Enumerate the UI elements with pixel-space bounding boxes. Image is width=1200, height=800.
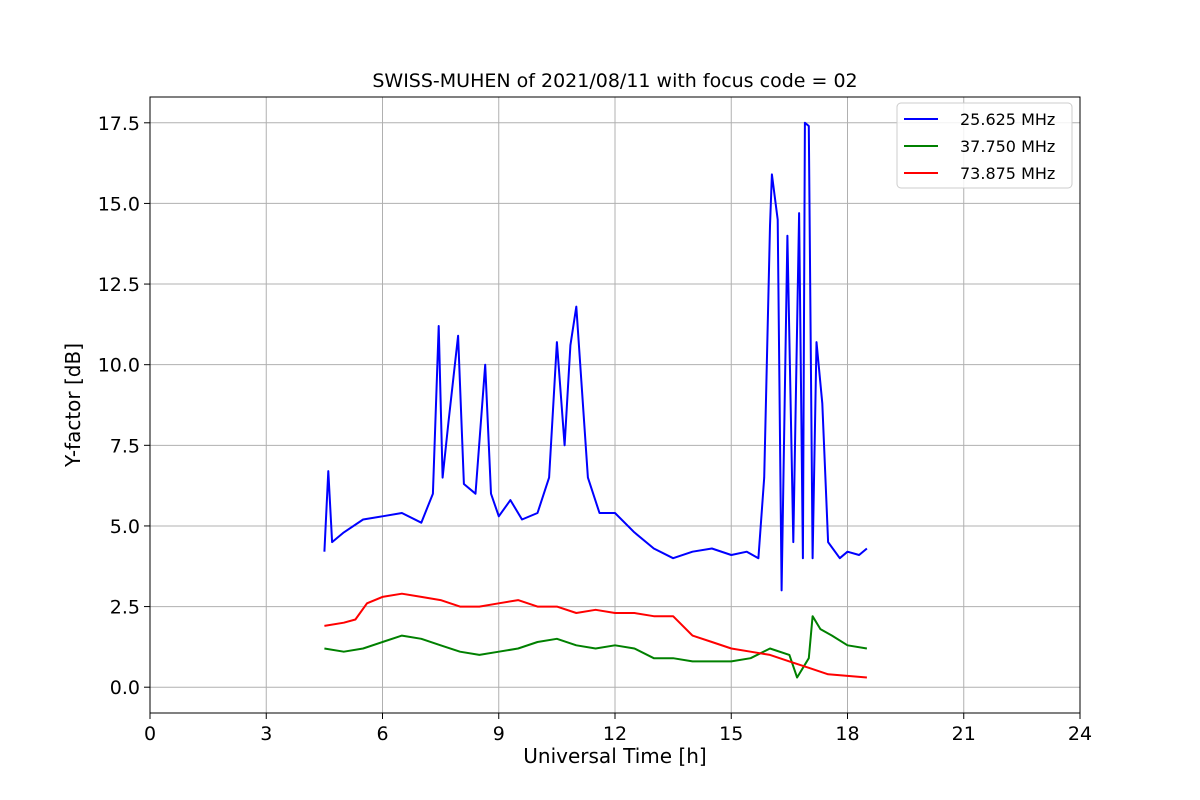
legend-label: 25.625 MHz (960, 110, 1055, 129)
legend: 25.625 MHz 37.750 MHz 73.875 MHz (896, 102, 1073, 189)
y-axis: 0.0 2.5 5.0 7.5 10.0 12.5 15.0 17.5 (98, 113, 150, 699)
series-line-2 (324, 615, 868, 679)
x-tick-label: 18 (835, 723, 859, 745)
legend-box (896, 102, 1073, 189)
y-tick-label: 10.0 (98, 355, 140, 377)
x-tick-label: 24 (1068, 723, 1092, 745)
chart-title: SWISS-MUHEN of 2021/08/11 with focus cod… (372, 70, 857, 92)
y-tick-label: 12.5 (98, 274, 140, 296)
plot-area (323, 121, 868, 679)
series-line-1 (323, 121, 868, 592)
x-tick-label: 15 (719, 723, 743, 745)
y-tick-label: 17.5 (98, 113, 140, 135)
y-tick-label: 7.5 (110, 435, 140, 457)
y-tick-label: 5.0 (110, 516, 140, 538)
y-axis-label: Y-factor [dB] (61, 343, 85, 468)
x-tick-label: 6 (376, 723, 388, 745)
y-tick-label: 0.0 (110, 677, 140, 699)
x-axis-label: Universal Time [h] (523, 744, 706, 768)
x-tick-label: 21 (952, 723, 976, 745)
y-tick-label: 15.0 (98, 193, 140, 215)
legend-label: 73.875 MHz (960, 164, 1055, 183)
series-line-3 (324, 592, 867, 679)
legend-label: 37.750 MHz (960, 137, 1055, 156)
y-tick-label: 2.5 (110, 597, 140, 619)
x-tick-label: 9 (493, 723, 505, 745)
x-axis: 0 3 6 9 12 15 18 21 24 (144, 713, 1092, 745)
x-tick-label: 12 (603, 723, 627, 745)
x-tick-label: 0 (144, 723, 156, 745)
x-tick-label: 3 (260, 723, 272, 745)
